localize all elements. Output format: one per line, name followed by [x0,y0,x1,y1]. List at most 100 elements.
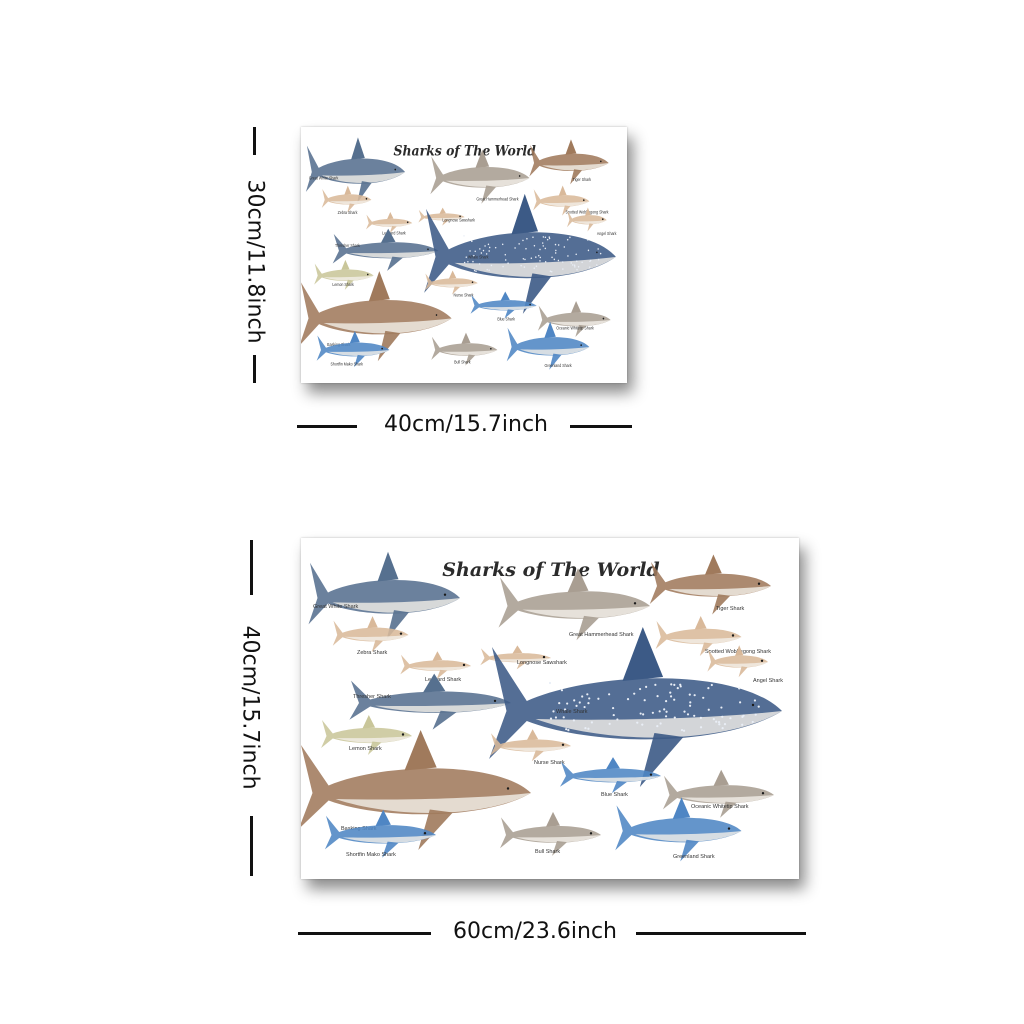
whale-shark-spot [688,704,692,707]
whale-shark-spot [596,264,598,266]
whale-shark-spot [551,256,553,259]
blue-shark-illustration [560,757,661,794]
whale-shark-spot [590,721,593,724]
whale-shark-spot [664,715,668,718]
whale-shark-spot [587,239,589,241]
greenland-belly [519,346,590,355]
whale-shark-spot [682,729,686,732]
whale-shark-spot [693,694,696,697]
whale-shark-spot [520,264,522,267]
zebra-pectoral-fin [347,203,355,213]
zebra-belly [344,635,409,641]
whale-shark-spot [475,270,477,273]
blue-eye [529,303,531,306]
shortfin-mako-eye [381,347,383,350]
whale-shark-spot [473,254,475,257]
basking-eye [506,787,510,790]
whale-shark-spot [533,267,535,270]
angel-eye [760,659,764,662]
nurse-pectoral-fin [452,286,460,295]
tiger-belly [669,586,771,596]
whale-shark-spot [542,236,545,238]
basking-shark-illustration [301,271,452,362]
whale-shark-spot [570,262,572,264]
wobbegong-shark-illustration [655,616,742,656]
basking-belly [335,793,531,813]
leopard-belly [373,223,413,227]
large-width-line-right [636,932,806,935]
whale-shark-spot [663,708,666,711]
angel-dorsal-fin [585,207,591,216]
basking-shark-illustration [301,730,531,850]
whale-shark-spot [718,723,721,726]
wobbegong-dorsal-fin [694,616,707,630]
shortfin-mako-belly [328,349,390,356]
hammerhead-shark-illustration [430,149,530,204]
whale-shark-spot [490,264,493,267]
whale-shark-spot [584,726,587,730]
whale-shark-spot [710,683,713,687]
whale-shark-spot [524,258,526,261]
hammerhead-label: Great Hammerhead Shark [476,196,518,201]
hammerhead-pectoral-fin [576,615,599,641]
whale-label: Whale Shark [468,254,489,259]
whale-shark-spot [557,244,560,246]
longnose-sawshark-belly [491,658,551,662]
blue-label: Blue Shark [497,316,515,321]
bull-dorsal-fin [546,811,560,827]
whale-shark-spot [488,246,491,249]
small-width-line-right [570,425,632,428]
whale-shark-spot [480,252,483,254]
whale-shark-spot [608,693,611,696]
whale-shark-spot [575,253,577,256]
longnose-sawshark-label: Longnose Sawshark [442,217,475,222]
wobbegong-belly [669,637,742,644]
whale-shark-spot [654,683,657,686]
lemon-belly [335,736,412,743]
lemon-shark-illustration [314,259,374,290]
whale-shark-spot [560,689,564,692]
whale-shark-spot [583,705,586,709]
greenland-label: Greenland Shark [545,363,572,368]
whale-shark-spot [721,727,724,730]
leopard-dorsal-fin [432,651,443,661]
whale-shark-spot [581,261,583,264]
leopard-belly [411,666,471,671]
whale-shark-spot [699,716,702,719]
whale-shark-spot [555,249,557,252]
whale-shark-spot [578,701,581,704]
whale-shark-spot [488,250,490,252]
thresher-dorsal-fin [423,673,446,693]
shortfin-mako-label: Shortfin Mako Shark [346,852,396,858]
nurse-eye [561,743,565,746]
whale-label: Whale Shark [556,709,588,715]
whale-shark-spot [638,687,642,691]
whale-shark-spot [717,720,721,724]
whale-shark-spot [562,261,564,263]
tiger-belly [541,163,609,171]
whale-shark-spot [538,254,540,257]
whale-shark-spot [597,248,599,250]
shortfin-mako-shark-illustration [324,809,436,858]
angel-eye [601,218,604,221]
hammerhead-shark-illustration [498,568,650,641]
hammerhead-eye [633,602,637,605]
whale-shark-spot [645,685,648,688]
whale-shark-spot [548,237,551,240]
whale-shark-spot [523,266,526,268]
whale-shark-spot [673,683,676,686]
whale-shark-spot [463,261,466,264]
basking-belly [323,318,452,334]
bull-label: Bull Shark [535,849,560,855]
whale-shark-spot [597,697,600,700]
hammerhead-belly [522,606,650,618]
great-white-eye [394,168,397,171]
great-white-dorsal-fin [351,137,365,160]
nurse-shark-illustration [424,270,478,295]
greenland-pectoral-fin [549,353,562,370]
shortfin-mako-pectoral-fin [382,841,399,858]
thresher-belly [349,250,439,258]
greenland-shark-illustration [506,321,590,370]
whale-shark-spot [729,717,732,720]
whale-shark-spot [673,716,676,719]
